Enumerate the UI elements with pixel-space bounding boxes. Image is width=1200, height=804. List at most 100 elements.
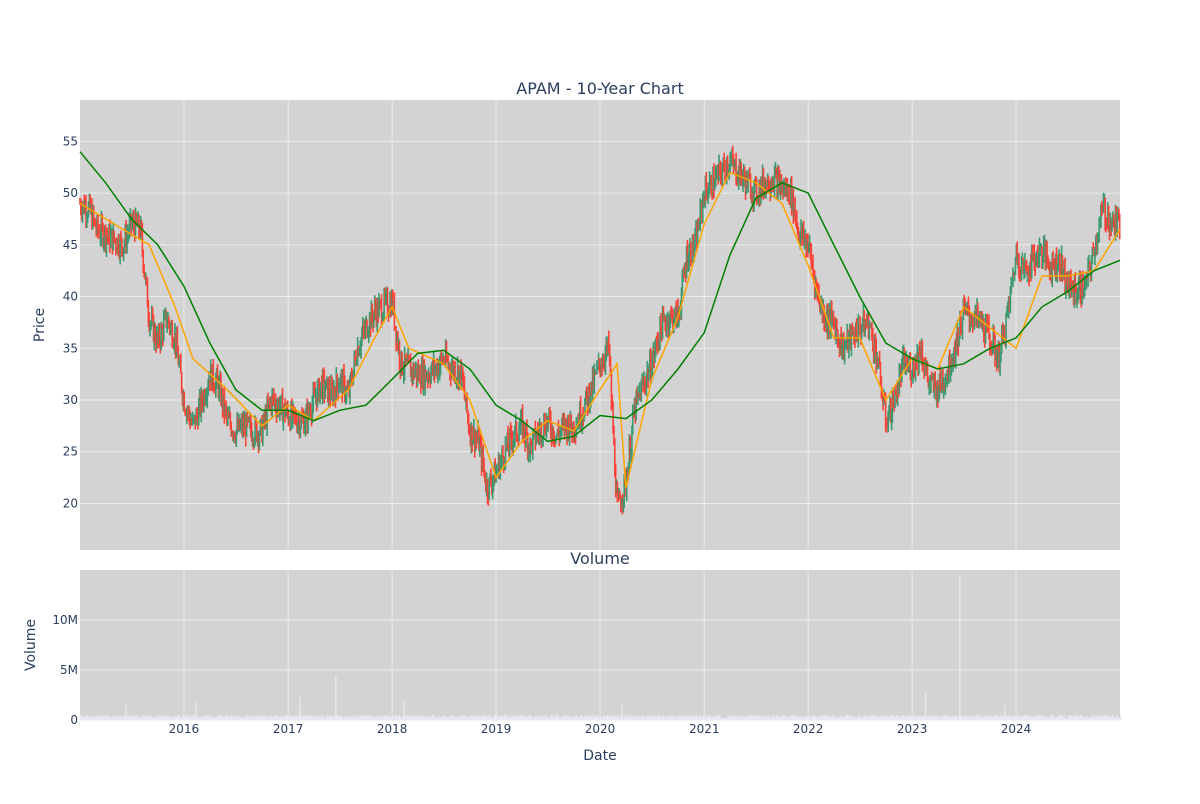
volume-bar <box>429 718 431 720</box>
volume-bar <box>1038 717 1040 720</box>
volume-bar <box>791 714 793 720</box>
volume-bar <box>1039 716 1041 720</box>
volume-bar <box>637 716 639 720</box>
volume-bar <box>184 716 186 720</box>
volume-bar <box>926 717 928 720</box>
volume-bar <box>324 717 326 720</box>
volume-bar <box>995 715 997 720</box>
volume-bar <box>446 718 448 720</box>
volume-bar <box>1004 705 1006 720</box>
volume-bar <box>785 716 787 720</box>
volume-bar <box>309 715 311 720</box>
volume-bar <box>442 717 444 720</box>
volume-bar <box>322 717 324 720</box>
volume-bar <box>320 716 322 720</box>
volume-bar <box>977 714 979 720</box>
volume-bar <box>940 716 942 720</box>
volume-bar <box>1105 717 1107 720</box>
volume-bar <box>402 717 404 720</box>
volume-bar <box>828 717 830 720</box>
volume-bar <box>1028 716 1030 720</box>
volume-bar <box>985 715 987 720</box>
volume-bar <box>421 718 423 720</box>
volume-bar <box>353 715 355 720</box>
volume-bar <box>714 715 716 720</box>
volume-bar <box>782 714 784 720</box>
volume-bar <box>717 715 719 720</box>
volume-bar <box>675 715 677 720</box>
volume-bar <box>502 716 504 720</box>
volume-bar <box>391 716 393 720</box>
volume-bar <box>127 714 129 720</box>
volume-bar <box>142 718 144 720</box>
volume-bar <box>597 718 599 720</box>
volume-bar <box>522 714 524 720</box>
volume-bar <box>296 718 298 720</box>
volume-bar <box>1039 715 1041 720</box>
volume-bar <box>574 716 576 720</box>
volume-bar <box>914 714 916 720</box>
volume-bar <box>86 715 88 720</box>
volume-bar <box>299 697 301 720</box>
volume-bar <box>1091 716 1093 720</box>
volume-bar <box>895 716 897 720</box>
volume-bar <box>431 715 433 720</box>
volume-bar <box>1032 716 1034 720</box>
volume-bar <box>1037 714 1039 720</box>
volume-bar <box>99 715 101 720</box>
volume-bar <box>935 714 937 720</box>
volume-bar <box>818 717 820 720</box>
volume-bar <box>1096 717 1098 720</box>
volume-bar <box>1048 715 1050 720</box>
price-y-tick-label: 55 <box>63 134 78 148</box>
volume-bar <box>443 715 445 720</box>
volume-bar <box>967 715 969 720</box>
volume-bar <box>115 715 117 720</box>
volume-bar <box>250 718 252 720</box>
volume-bar <box>668 716 670 720</box>
volume-bar <box>805 716 807 720</box>
volume-bar <box>159 717 161 720</box>
volume-bar <box>274 715 276 720</box>
volume-bar <box>1037 715 1039 720</box>
volume-bar <box>287 718 289 720</box>
volume-bar <box>164 715 166 720</box>
volume-bar <box>1006 715 1008 720</box>
volume-bar <box>901 716 903 720</box>
volume-bar <box>510 715 512 720</box>
volume-bar <box>992 717 994 720</box>
volume-bar <box>474 717 476 720</box>
volume-bar <box>393 716 395 720</box>
volume-bar <box>745 716 747 720</box>
volume-bar <box>1102 716 1104 720</box>
volume-bar <box>533 717 535 720</box>
volume-bar <box>483 715 485 720</box>
volume-bar <box>126 716 128 720</box>
volume-bar <box>91 718 93 720</box>
volume-bar <box>859 717 861 720</box>
volume-bar <box>652 715 654 720</box>
volume-bar <box>116 715 118 720</box>
volume-bar <box>940 715 942 720</box>
volume-bar <box>427 718 429 720</box>
volume-bar <box>967 718 969 720</box>
volume-bar <box>789 717 791 720</box>
volume-bar <box>111 716 113 720</box>
volume-bar <box>560 718 562 720</box>
volume-bar <box>1000 718 1002 720</box>
volume-bar <box>440 717 442 720</box>
volume-bar <box>870 716 872 720</box>
volume-bar <box>363 715 365 720</box>
volume-bar <box>123 716 125 720</box>
volume-bar <box>1053 717 1055 720</box>
volume-bar <box>691 716 693 720</box>
volume-bar <box>711 717 713 720</box>
volume-bar <box>467 717 469 720</box>
volume-bar <box>326 715 328 720</box>
volume-bar <box>707 715 709 720</box>
volume-bar <box>1094 716 1096 720</box>
volume-bar <box>963 715 965 720</box>
volume-bar <box>114 715 116 720</box>
volume-bar <box>454 717 456 720</box>
volume-bar <box>139 717 141 720</box>
